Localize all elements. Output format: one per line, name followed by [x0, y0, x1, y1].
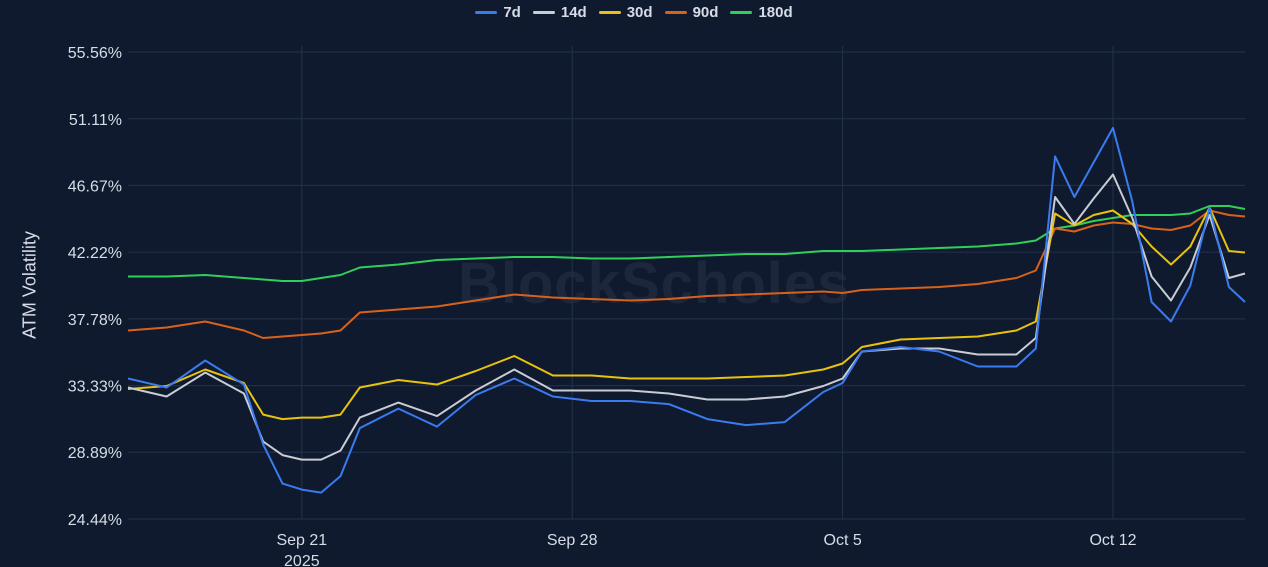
- y-tick-label: 33.33%: [68, 379, 122, 396]
- legend-label: 180d: [758, 4, 793, 21]
- x-tick-label: Oct 5: [824, 532, 862, 549]
- y-tick-label: 46.67%: [68, 178, 122, 195]
- legend-label: 30d: [626, 4, 653, 21]
- legend-item-14d[interactable]: 14d: [532, 4, 587, 21]
- x-tick-label: Sep 21: [276, 532, 327, 549]
- y-tick-label: 51.11%: [69, 112, 122, 129]
- series-line-14d: [127, 173, 1246, 461]
- y-tick-label: 42.22%: [68, 245, 122, 262]
- y-tick-label: 37.78%: [68, 312, 122, 329]
- series-line-7d: [127, 126, 1246, 494]
- y-tick-label: 24.44%: [68, 512, 122, 529]
- x-tick-label: Sep 28: [547, 532, 598, 549]
- legend-label: 90d: [692, 4, 719, 21]
- legend-item-180d[interactable]: 180d: [730, 4, 793, 21]
- watermark: BlockScholes: [458, 251, 851, 316]
- legend-swatch: [532, 11, 555, 14]
- legend-swatch: [475, 11, 498, 14]
- legend-swatch: [598, 11, 621, 14]
- x-tick-label: Oct 12: [1089, 532, 1136, 549]
- series-line-30d: [127, 206, 1246, 421]
- series-line-90d: [127, 209, 1246, 339]
- y-tick-label: 28.89%: [68, 445, 122, 462]
- y-tick-label: 55.56%: [68, 45, 122, 62]
- series-line-180d: [128, 205, 1246, 282]
- legend-item-30d[interactable]: 30d: [598, 4, 653, 21]
- legend-item-7d[interactable]: 7d: [475, 4, 521, 21]
- x-tick-sublabel: 2025: [284, 553, 320, 567]
- legend-label: 7d: [503, 4, 521, 21]
- legend-swatch: [664, 11, 687, 14]
- legend-swatch: [730, 11, 753, 14]
- legend-label: 14d: [560, 4, 587, 21]
- legend-item-90d[interactable]: 90d: [664, 4, 719, 21]
- legend: 7d 14d 30d 90d 180d: [0, 4, 1268, 21]
